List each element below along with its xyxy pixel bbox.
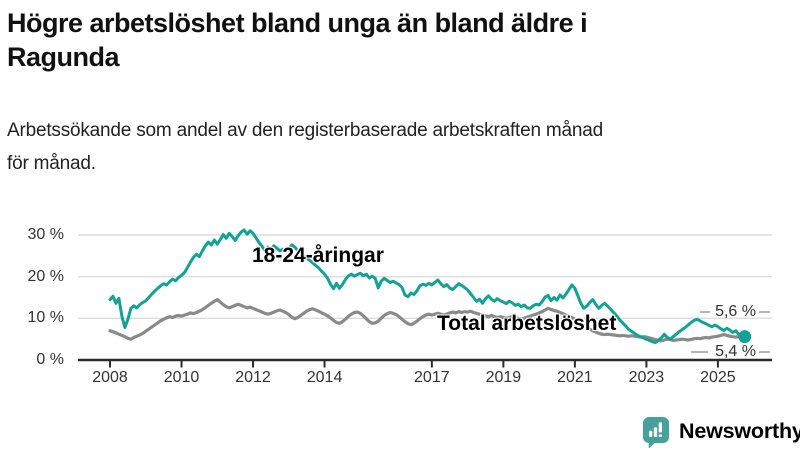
series-label-youth: 18-24-åringar <box>252 244 384 267</box>
y-tick-label: 0 % <box>36 351 64 368</box>
title-line-2: Ragunda <box>7 42 120 72</box>
page-title: Högre arbetslöshet bland unga än bland ä… <box>7 6 793 74</box>
x-tick-label: 2014 <box>306 369 343 386</box>
series-label-total: Total arbetslöshet <box>437 312 617 335</box>
newsworthy-logo-text: Newsworthy <box>679 419 800 443</box>
y-tick-label: 10 % <box>27 309 64 327</box>
x-tick-label: 2021 <box>557 369 593 386</box>
series-line-0 <box>108 228 747 344</box>
x-tick-label: 2010 <box>163 369 200 386</box>
x-tick-label: 2025 <box>700 369 736 386</box>
x-tick-label: 2019 <box>485 369 522 386</box>
x-axis-ticks <box>109 360 719 368</box>
chart-gridlines <box>78 234 772 320</box>
series-lines <box>108 228 752 344</box>
x-tick-label: 2008 <box>92 369 128 386</box>
title-line-1: Högre arbetslöshet bland unga än bland ä… <box>7 8 588 38</box>
newsworthy-logo[interactable]: Newsworthy <box>641 414 800 449</box>
series-line-1 <box>108 298 747 343</box>
series-end-dot-0 <box>738 330 752 344</box>
chart-subtitle: Arbetssökande som andel av den registerb… <box>7 114 793 180</box>
subtitle-line-1: Arbetssökande som andel av den registerb… <box>7 120 604 141</box>
x-tick-label: 2017 <box>414 369 450 386</box>
newsworthy-logo-icon <box>641 414 672 449</box>
end-value-label-youth: 5,6 % <box>715 303 756 320</box>
end-value-label-total: 5,4 % <box>715 343 756 360</box>
x-tick-label: 2012 <box>235 369 271 386</box>
y-tick-label: 20 % <box>27 267 64 285</box>
y-tick-label: 30 % <box>27 225 64 243</box>
x-tick-label: 2023 <box>628 369 665 386</box>
subtitle-line-2: för månad. <box>7 153 96 174</box>
